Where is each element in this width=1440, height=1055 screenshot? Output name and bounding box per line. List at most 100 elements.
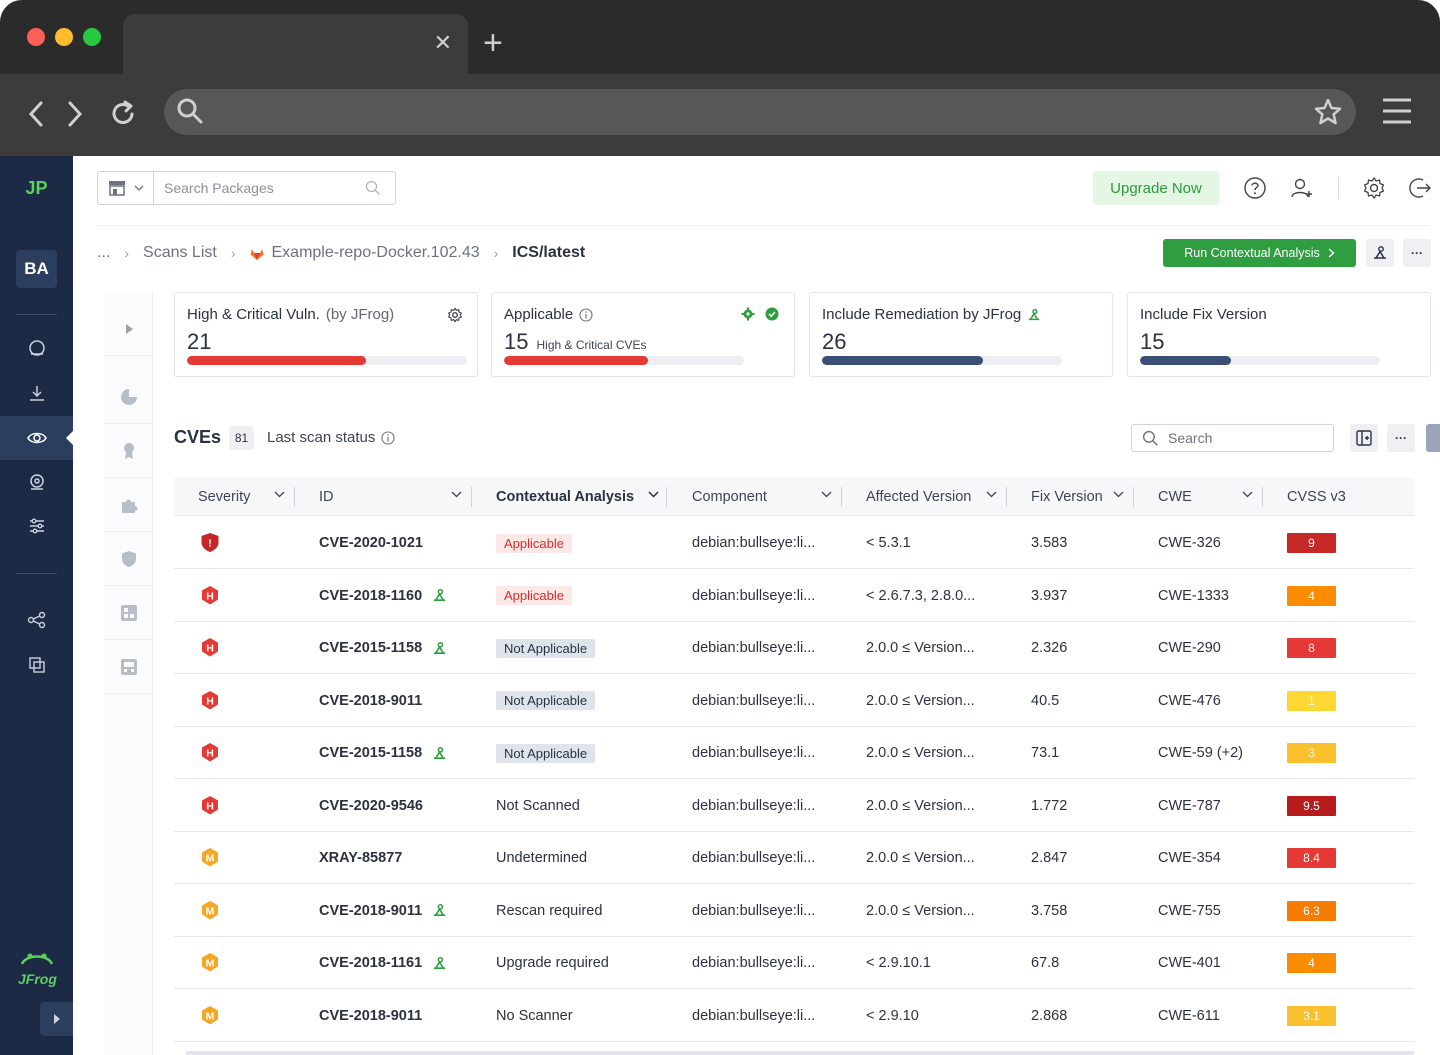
- project-selector[interactable]: BA: [16, 250, 57, 288]
- column-header-fix-version[interactable]: Fix Version: [1031, 478, 1141, 516]
- minimize-window-button[interactable]: [55, 28, 73, 46]
- column-header-severity[interactable]: Severity: [198, 478, 308, 516]
- table-row[interactable]: H CVE-2015-1158 Not Applicable debian:bulls…: [174, 622, 1414, 674]
- cve-id[interactable]: CVE-2018-1161: [319, 937, 447, 989]
- sidebar-item-xray[interactable]: [0, 416, 74, 460]
- sidebar-expand-button[interactable]: [40, 1002, 73, 1036]
- breadcrumb-ellipsis[interactable]: ...: [97, 244, 111, 261]
- card-high-critical[interactable]: High & Critical Vuln. (by JFrog) 21: [174, 292, 478, 377]
- table-row[interactable]: ! CVE-2020-1021 Applicable debian:bullseye:…: [174, 517, 1414, 569]
- app-logo[interactable]: JP: [25, 178, 48, 198]
- column-header-cwe[interactable]: CWE: [1158, 478, 1258, 516]
- column-header-cvss[interactable]: CVSS v3: [1287, 478, 1387, 516]
- sidebar-item-copy[interactable]: [0, 643, 73, 687]
- side-panel-tab[interactable]: [1426, 424, 1440, 452]
- browser-menu-icon[interactable]: [1382, 98, 1412, 129]
- card-applicable[interactable]: Applicable 15 High & Critical CVEs: [491, 292, 795, 377]
- upgrade-now-button[interactable]: Upgrade Now: [1093, 171, 1219, 205]
- rail-item-components[interactable]: [104, 478, 153, 532]
- breadcrumb-scans-list[interactable]: Scans List: [143, 244, 217, 261]
- logout-icon[interactable]: [1408, 176, 1432, 200]
- table-row[interactable]: M XRAY-85877 Undetermined debian:bullseye:l…: [174, 832, 1414, 884]
- cve-id[interactable]: CVE-2020-1021: [319, 517, 423, 569]
- affected-version-cell: 2.0.0 ≤ Version...: [866, 902, 975, 919]
- cve-id[interactable]: CVE-2018-1160: [319, 570, 447, 622]
- horizontal-scrollbar[interactable]: [186, 1051, 1414, 1055]
- severity-high-icon: H: [200, 585, 220, 606]
- contextual-gear-icon[interactable]: [741, 307, 755, 326]
- more-actions-button[interactable]: ···: [1403, 239, 1431, 267]
- column-header-affected-version[interactable]: Affected Version: [866, 478, 1006, 516]
- new-tab-button[interactable]: +: [483, 24, 503, 62]
- sidebar-item-integrations[interactable]: [0, 598, 73, 642]
- table-row[interactable]: H CVE-2018-1160 Applicable debian:bullseye:…: [174, 569, 1414, 622]
- card-settings-gear-icon[interactable]: [447, 307, 463, 328]
- card-fix-version[interactable]: Include Fix Version 15: [1127, 292, 1431, 377]
- browser-tab[interactable]: ✕: [123, 14, 468, 74]
- table-more-button[interactable]: ···: [1387, 424, 1415, 452]
- rail-item-licenses[interactable]: [104, 424, 153, 478]
- search-packages-box: [97, 171, 396, 205]
- back-icon[interactable]: [18, 96, 54, 132]
- cwe-cell[interactable]: CWE-1333: [1158, 587, 1229, 604]
- frog-icon: [1374, 246, 1386, 259]
- rail-item-security[interactable]: [104, 532, 153, 586]
- card-remediation[interactable]: Include Remediation by JFrog 26: [809, 292, 1113, 377]
- column-settings-button[interactable]: [1350, 424, 1378, 452]
- chevron-right-icon: ›: [493, 245, 499, 261]
- cwe-cell[interactable]: CWE-476: [1158, 692, 1221, 709]
- table-row[interactable]: H CVE-2015-1158 Not Applicable debian:bulls…: [174, 727, 1414, 779]
- table-row[interactable]: H CVE-2020-9546 Not Scanned debian:bullseye…: [174, 779, 1414, 832]
- maximize-window-button[interactable]: [83, 28, 101, 46]
- search-icon: [176, 97, 204, 130]
- column-header-id[interactable]: ID: [319, 478, 469, 516]
- breadcrumb-repository[interactable]: Example-repo-Docker.102.43: [271, 244, 480, 261]
- sidebar-item-download[interactable]: [0, 371, 73, 415]
- sidebar-item-search[interactable]: [0, 326, 73, 370]
- table-row[interactable]: M CVE-2018-9011 Rescan required debian:bull…: [174, 884, 1414, 937]
- cwe-cell[interactable]: CWE-611: [1158, 1007, 1220, 1024]
- address-bar[interactable]: [164, 89, 1356, 135]
- package-type-selector[interactable]: [98, 172, 154, 204]
- cve-id[interactable]: CVE-2020-9546: [319, 780, 423, 832]
- cwe-cell[interactable]: CWE-290: [1158, 640, 1221, 656]
- last-scan-status[interactable]: Last scan status: [267, 429, 395, 446]
- sidebar-item-pipelines[interactable]: [0, 504, 73, 548]
- bookmark-star-icon[interactable]: [1314, 98, 1342, 131]
- sidebar-item-distribution[interactable]: [0, 460, 73, 504]
- table-row[interactable]: M CVE-2018-1161 Upgrade required debian:bul…: [174, 937, 1414, 989]
- close-window-button[interactable]: [27, 28, 45, 46]
- cves-title: CVEs: [174, 427, 222, 447]
- cve-id[interactable]: CVE-2015-1158: [319, 622, 447, 674]
- cve-id[interactable]: CVE-2018-9011: [319, 675, 422, 727]
- settings-gear-icon[interactable]: [1362, 176, 1386, 200]
- add-user-icon[interactable]: [1289, 176, 1313, 200]
- remediation-filter-button[interactable]: [1366, 239, 1394, 267]
- cve-id[interactable]: CVE-2018-9011: [319, 885, 447, 937]
- rail-item-operational-risk[interactable]: [104, 586, 153, 640]
- table-row[interactable]: M CVE-2018-9011 No Scanner debian:bullseye:…: [174, 989, 1414, 1042]
- cwe-cell[interactable]: CWE-401: [1158, 955, 1221, 971]
- run-contextual-analysis-button[interactable]: Run Contextual Analysis: [1163, 239, 1356, 267]
- rail-expand-button[interactable]: [104, 302, 153, 356]
- cwe-cell[interactable]: CWE-354: [1158, 850, 1221, 866]
- table-search-input[interactable]: [1168, 429, 1318, 447]
- cwe-cell[interactable]: CWE-755: [1158, 902, 1221, 919]
- reload-icon[interactable]: [105, 96, 141, 132]
- cwe-cell[interactable]: CWE-59 (+2): [1158, 745, 1244, 761]
- cve-id[interactable]: CVE-2018-9011: [319, 990, 422, 1042]
- tab-close-icon[interactable]: ✕: [433, 30, 452, 55]
- help-icon[interactable]: [1243, 176, 1267, 200]
- column-header-contextual-analysis[interactable]: Contextual Analysis: [496, 478, 668, 516]
- search-packages-input[interactable]: [164, 178, 364, 198]
- forward-icon[interactable]: [57, 96, 93, 132]
- rail-item-layers[interactable]: [104, 640, 153, 694]
- rail-item-overview[interactable]: [104, 370, 153, 424]
- cwe-cell[interactable]: CWE-326: [1158, 535, 1221, 551]
- cve-id[interactable]: XRAY-85877: [319, 832, 402, 884]
- severity-high-icon: H: [200, 742, 220, 763]
- cve-id[interactable]: CVE-2015-1158: [319, 727, 447, 779]
- column-header-component[interactable]: Component: [692, 478, 842, 516]
- cwe-cell[interactable]: CWE-787: [1158, 797, 1221, 814]
- table-row[interactable]: H CVE-2018-9011 Not Applicable debian:bulls…: [174, 674, 1414, 727]
